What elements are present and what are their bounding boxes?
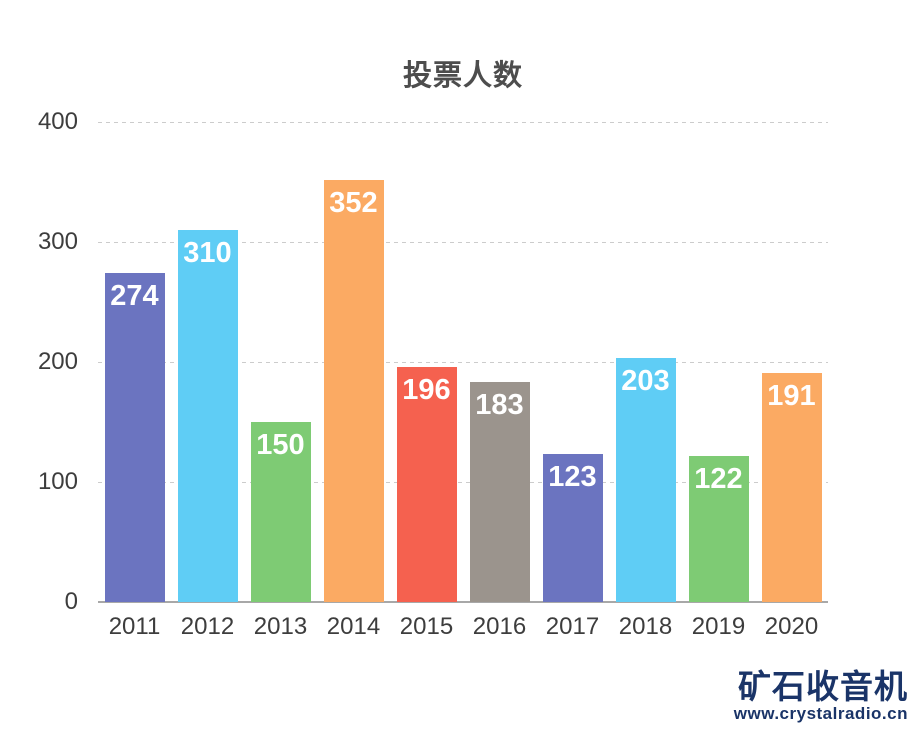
bar-2018[interactable]: 203 [615,358,676,602]
gridline [98,242,828,243]
x-axis-tick-label: 2016 [472,613,527,640]
bar-2017[interactable]: 123 [542,454,603,602]
bar-2012[interactable]: 310 [177,230,238,602]
y-axis-tick-label: 200 [37,348,78,375]
plot-area: 274 310 150 352 196 183 123 203 122 191 [98,122,828,603]
x-axis-tick-label: 2017 [545,613,600,640]
chart-title: 投票人数 [402,60,523,92]
brand-watermark-title: 矿石收音机 [738,668,908,705]
bar-2013[interactable]: 150 [250,422,311,602]
x-axis-tick-label: 2018 [618,613,673,640]
bar-2019[interactable]: 122 [688,455,749,602]
bar-value-label: 183 [475,389,524,422]
bar-2011[interactable]: 274 [104,273,165,602]
y-axis-tick-label: 300 [37,228,78,255]
y-axis-tick-label: 100 [37,468,78,495]
bar-value-label: 274 [110,280,159,313]
y-axis-tick-label: 0 [64,588,78,615]
bar-2015[interactable]: 196 [396,366,457,602]
bar-value-label: 123 [548,461,597,494]
x-axis-tick-label: 2014 [326,613,381,640]
bar-2016[interactable]: 183 [469,382,530,602]
gridline [98,362,828,363]
y-axis-tick-label: 400 [37,108,78,135]
gridline [98,482,828,483]
bar-value-label: 203 [621,365,670,398]
bar-value-label: 122 [694,462,743,495]
x-axis-tick-label: 2020 [764,613,819,640]
x-axis-tick-label: 2019 [691,613,746,640]
x-axis-tick-label: 2015 [399,613,454,640]
bar-value-label: 191 [767,379,816,412]
x-axis-tick-label: 2013 [253,613,308,640]
bar-value-label: 196 [402,373,451,406]
brand-watermark: 矿石收音机 www.crystalradio.cn [734,670,908,724]
bar-2014[interactable]: 352 [323,179,384,602]
x-axis-tick-label: 2011 [108,613,161,640]
x-axis-tick-label: 2012 [180,613,235,640]
bar-2020[interactable]: 191 [761,372,822,602]
bar-value-label: 352 [329,186,378,219]
x-axis-line [98,601,828,603]
bar-value-label: 150 [256,429,305,461]
gridline [98,122,828,123]
brand-watermark-url: www.crystalradio.cn [733,704,908,723]
bar-value-label: 310 [183,237,232,269]
